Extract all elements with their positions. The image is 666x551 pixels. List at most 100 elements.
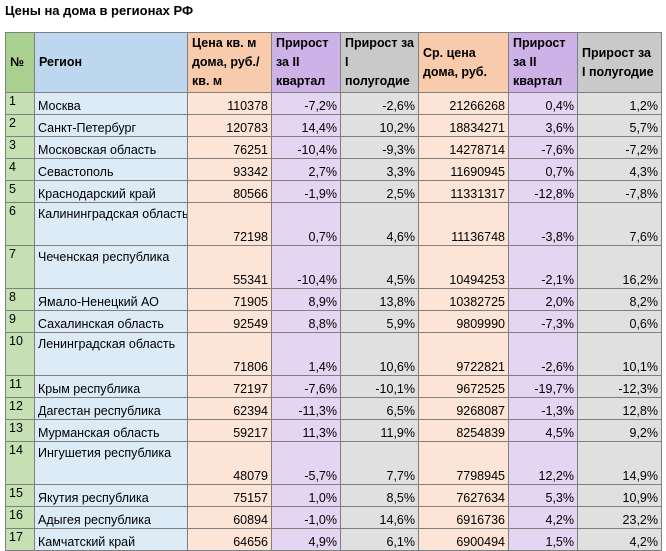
- cell-price-sqm-h1[interactable]: 6,1%: [340, 528, 419, 551]
- cell-avg-price[interactable]: 9672525: [418, 375, 509, 398]
- cell-avg-price-q2[interactable]: 3,6%: [508, 114, 578, 137]
- cell-avg-price-q2[interactable]: 0,7%: [508, 158, 578, 181]
- cell-region[interactable]: Адыгея республика: [34, 506, 188, 529]
- cell-price-sqm-h1[interactable]: 5,9%: [340, 310, 419, 333]
- cell-avg-price[interactable]: 21266268: [418, 92, 509, 115]
- cell-num[interactable]: 13: [5, 419, 35, 442]
- cell-avg-price-q2[interactable]: -12,8%: [508, 180, 578, 203]
- cell-price-sqm[interactable]: 120783: [187, 114, 272, 137]
- cell-avg-price[interactable]: 10382725: [418, 288, 509, 311]
- cell-avg-price-h1[interactable]: 4,3%: [577, 158, 662, 181]
- cell-num[interactable]: 7: [5, 245, 35, 289]
- cell-price-sqm-q2[interactable]: -10,4%: [271, 136, 341, 159]
- col-header-price-sqm-h1[interactable]: Прирост за I полугодие: [340, 32, 419, 93]
- col-header-price-sqm[interactable]: Цена кв. м дома, руб./кв. м: [187, 32, 272, 93]
- cell-avg-price[interactable]: 11136748: [418, 202, 509, 246]
- cell-region[interactable]: Ямало-Ненецкий АО: [34, 288, 188, 311]
- cell-avg-price-h1[interactable]: 4,2%: [577, 528, 662, 551]
- cell-price-sqm[interactable]: 71905: [187, 288, 272, 311]
- cell-price-sqm-q2[interactable]: -5,7%: [271, 441, 341, 485]
- cell-price-sqm[interactable]: 75157: [187, 484, 272, 507]
- cell-price-sqm-q2[interactable]: -10,4%: [271, 245, 341, 289]
- cell-avg-price[interactable]: 6900494: [418, 528, 509, 551]
- cell-avg-price-h1[interactable]: 5,7%: [577, 114, 662, 137]
- cell-price-sqm-h1[interactable]: 14,6%: [340, 506, 419, 529]
- cell-region[interactable]: Сахалинская область: [34, 310, 188, 333]
- cell-avg-price-q2[interactable]: 12,2%: [508, 441, 578, 485]
- cell-avg-price[interactable]: 7627634: [418, 484, 509, 507]
- cell-price-sqm-h1[interactable]: -10,1%: [340, 375, 419, 398]
- cell-price-sqm-h1[interactable]: 10,6%: [340, 332, 419, 376]
- cell-avg-price-h1[interactable]: 10,1%: [577, 332, 662, 376]
- cell-avg-price-q2[interactable]: -3,8%: [508, 202, 578, 246]
- cell-price-sqm[interactable]: 60894: [187, 506, 272, 529]
- col-header-price-sqm-q2[interactable]: Прирост за II квартал: [271, 32, 341, 93]
- cell-avg-price-h1[interactable]: 16,2%: [577, 245, 662, 289]
- cell-avg-price[interactable]: 11690945: [418, 158, 509, 181]
- cell-region[interactable]: Калининградская область: [34, 202, 188, 246]
- cell-price-sqm-q2[interactable]: -7,2%: [271, 92, 341, 115]
- cell-price-sqm[interactable]: 48079: [187, 441, 272, 485]
- cell-num[interactable]: 16: [5, 506, 35, 529]
- cell-avg-price-h1[interactable]: 9,2%: [577, 419, 662, 442]
- cell-price-sqm[interactable]: 62394: [187, 397, 272, 420]
- cell-price-sqm[interactable]: 93342: [187, 158, 272, 181]
- cell-price-sqm[interactable]: 76251: [187, 136, 272, 159]
- cell-region[interactable]: Ленинградская область: [34, 332, 188, 376]
- cell-avg-price[interactable]: 6916736: [418, 506, 509, 529]
- cell-price-sqm-q2[interactable]: 8,9%: [271, 288, 341, 311]
- cell-price-sqm[interactable]: 71806: [187, 332, 272, 376]
- cell-avg-price[interactable]: 11331317: [418, 180, 509, 203]
- cell-num[interactable]: 14: [5, 441, 35, 485]
- cell-region[interactable]: Ингушетия республика: [34, 441, 188, 485]
- cell-region[interactable]: Краснодарский край: [34, 180, 188, 203]
- col-header-avg-price-h1[interactable]: Прирост за I полугодие: [577, 32, 662, 93]
- cell-avg-price-h1[interactable]: 8,2%: [577, 288, 662, 311]
- cell-region[interactable]: Санкт-Петербург: [34, 114, 188, 137]
- cell-region[interactable]: Дагестан республика: [34, 397, 188, 420]
- cell-avg-price-q2[interactable]: -7,6%: [508, 136, 578, 159]
- cell-price-sqm-q2[interactable]: 4,9%: [271, 528, 341, 551]
- cell-price-sqm-q2[interactable]: 0,7%: [271, 202, 341, 246]
- cell-num[interactable]: 10: [5, 332, 35, 376]
- cell-avg-price[interactable]: 10494253: [418, 245, 509, 289]
- cell-region[interactable]: Чеченская республика: [34, 245, 188, 289]
- cell-price-sqm-q2[interactable]: -7,6%: [271, 375, 341, 398]
- cell-avg-price[interactable]: 18834271: [418, 114, 509, 137]
- cell-avg-price-h1[interactable]: 23,2%: [577, 506, 662, 529]
- cell-avg-price[interactable]: 14278714: [418, 136, 509, 159]
- cell-num[interactable]: 8: [5, 288, 35, 311]
- cell-price-sqm-q2[interactable]: 2,7%: [271, 158, 341, 181]
- cell-region[interactable]: Мурманская область: [34, 419, 188, 442]
- cell-price-sqm-h1[interactable]: -9,3%: [340, 136, 419, 159]
- cell-avg-price-h1[interactable]: 14,9%: [577, 441, 662, 485]
- cell-price-sqm[interactable]: 72197: [187, 375, 272, 398]
- cell-num[interactable]: 4: [5, 158, 35, 181]
- cell-avg-price[interactable]: 9809990: [418, 310, 509, 333]
- cell-price-sqm[interactable]: 110378: [187, 92, 272, 115]
- cell-avg-price-h1[interactable]: 1,2%: [577, 92, 662, 115]
- cell-avg-price-h1[interactable]: -12,3%: [577, 375, 662, 398]
- cell-price-sqm[interactable]: 55341: [187, 245, 272, 289]
- cell-price-sqm-h1[interactable]: 7,7%: [340, 441, 419, 485]
- cell-avg-price-q2[interactable]: 0,4%: [508, 92, 578, 115]
- cell-price-sqm[interactable]: 72198: [187, 202, 272, 246]
- cell-avg-price-h1[interactable]: -7,8%: [577, 180, 662, 203]
- cell-price-sqm-h1[interactable]: 4,6%: [340, 202, 419, 246]
- cell-price-sqm-q2[interactable]: 1,4%: [271, 332, 341, 376]
- cell-num[interactable]: 12: [5, 397, 35, 420]
- cell-num[interactable]: 5: [5, 180, 35, 203]
- cell-avg-price-q2[interactable]: 1,5%: [508, 528, 578, 551]
- cell-price-sqm-h1[interactable]: 4,5%: [340, 245, 419, 289]
- cell-price-sqm-h1[interactable]: 3,3%: [340, 158, 419, 181]
- cell-price-sqm-q2[interactable]: 14,4%: [271, 114, 341, 137]
- col-header-avg-price-q2[interactable]: Прирост за II квартал: [508, 32, 578, 93]
- cell-avg-price-q2[interactable]: 5,3%: [508, 484, 578, 507]
- cell-avg-price[interactable]: 9722821: [418, 332, 509, 376]
- cell-avg-price-h1[interactable]: 12,8%: [577, 397, 662, 420]
- cell-avg-price-q2[interactable]: -2,1%: [508, 245, 578, 289]
- cell-avg-price-h1[interactable]: 10,9%: [577, 484, 662, 507]
- cell-price-sqm[interactable]: 64656: [187, 528, 272, 551]
- cell-num[interactable]: 17: [5, 528, 35, 551]
- cell-price-sqm-h1[interactable]: 8,5%: [340, 484, 419, 507]
